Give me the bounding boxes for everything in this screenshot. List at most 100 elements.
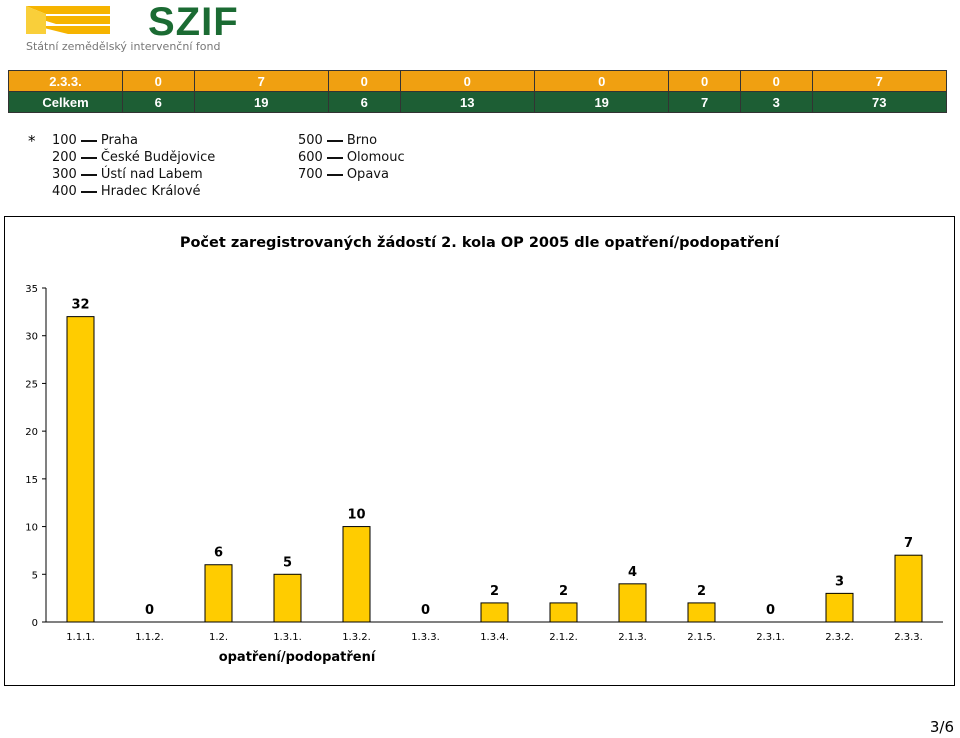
y-tick-label: 35: [25, 284, 38, 295]
x-tick-label: 1.3.1.: [273, 632, 302, 643]
x-tick-label: 2.3.3.: [894, 632, 923, 643]
legend-item: 400 Hradec Králové: [52, 183, 215, 200]
chart-title: Počet zaregistrovaných žádostí 2. kola O…: [179, 235, 780, 251]
table-cell: 0: [533, 70, 670, 92]
x-tick-label: 2.1.5.: [687, 632, 716, 643]
x-tick-label: 1.1.2.: [135, 632, 164, 643]
y-tick-label: 30: [25, 332, 38, 343]
x-tick-label: 1.3.2.: [342, 632, 371, 643]
region-code: 600: [298, 150, 323, 165]
region-code: 500: [298, 133, 323, 148]
y-tick-label: 25: [25, 379, 38, 390]
x-tick-label: 1.3.3.: [411, 632, 440, 643]
region-name: Hradec Králové: [100, 184, 201, 199]
table-cell: 13: [399, 91, 535, 113]
page-number: 3/6: [929, 718, 954, 736]
region-code: 200: [52, 150, 77, 165]
bar: [204, 564, 233, 623]
dash-icon: [326, 156, 343, 159]
x-axis-label-wrap: opatření/podopatření: [5, 650, 960, 665]
chart-container: Počet zaregistrovaných žádostí 2. kola O…: [4, 216, 955, 686]
table-row: 2.3.3. 0 7 0 0 0 0 0 7: [8, 70, 948, 92]
region-name: Opava: [346, 167, 389, 182]
data-label: 2: [490, 584, 499, 599]
x-tick-label: 2.3.1.: [756, 632, 785, 643]
bar: [549, 602, 578, 623]
row-label: Celkem: [8, 91, 123, 113]
dash-icon: [80, 190, 97, 193]
data-label: 0: [145, 603, 154, 618]
data-label: 4: [628, 565, 637, 580]
table-cell: 73: [811, 91, 948, 113]
legend-item: 700 Opava: [298, 166, 405, 183]
table-cell: 0: [668, 70, 741, 92]
y-tick-label: 15: [25, 475, 38, 486]
region-name: Olomouc: [346, 150, 405, 165]
table-cell: 7: [668, 91, 741, 113]
bar: [687, 602, 716, 623]
legend-column-2: 500 Brno 600 Olomouc 700 Opava: [298, 132, 405, 183]
y-tick-label: 5: [32, 570, 38, 581]
data-label: 10: [347, 508, 365, 523]
row-label: 2.3.3.: [8, 70, 123, 92]
legend-item: 200 České Budějovice: [52, 149, 215, 166]
table-cell: 3: [739, 91, 813, 113]
summary-table: 2.3.3. 0 7 0 0 0 0 0 7 Celkem 6 19 6 13 …: [8, 70, 948, 113]
region-code: 700: [298, 167, 323, 182]
legend-item: 100 Praha: [52, 132, 215, 149]
bar: [273, 573, 302, 623]
bar: [66, 316, 95, 623]
legend-column-1: 100 Praha 200 České Budějovice 300 Ústí nad…: [52, 132, 215, 200]
logo-stripes-icon: [26, 6, 110, 34]
bar: [825, 592, 854, 623]
data-label: 6: [214, 546, 223, 561]
bar: [894, 554, 923, 623]
logo-subtitle: Státní zemědělský intervenční fond: [26, 40, 221, 53]
bar: [342, 526, 371, 623]
data-label: 5: [283, 555, 292, 570]
region-code: 400: [52, 184, 77, 199]
region-name: České Budějovice: [100, 150, 216, 165]
legend-item: 300 Ústí nad Labem: [52, 166, 215, 183]
data-label: 32: [71, 298, 89, 313]
x-tick-label: 1.3.4.: [480, 632, 509, 643]
region-name: Praha: [100, 133, 138, 148]
data-label: 0: [766, 603, 775, 618]
logo-text: SZIF: [148, 0, 239, 44]
x-axis-label: opatření/podopatření: [218, 650, 376, 665]
table-cell: 0: [327, 70, 401, 92]
table-cell: 7: [811, 70, 948, 92]
x-tick-label: 1.2.: [209, 632, 228, 643]
legend-item: 600 Olomouc: [298, 149, 405, 166]
table-row: Celkem 6 19 6 13 19 7 3 73: [8, 91, 948, 113]
bar-chart: 05101520253035321.1.1.01.1.2.61.2.51.3.1…: [25, 284, 943, 643]
data-label: 2: [559, 584, 568, 599]
x-tick-label: 2.3.2.: [825, 632, 854, 643]
dash-icon: [80, 139, 97, 142]
legend-star: *: [28, 132, 36, 150]
data-label: 7: [904, 536, 913, 551]
table-cell: 6: [327, 91, 401, 113]
bar: [480, 602, 509, 623]
table-cell: 6: [122, 91, 195, 113]
table-cell: 19: [533, 91, 670, 113]
table-cell: 7: [193, 70, 329, 92]
region-name: Brno: [346, 133, 378, 148]
table-cell: 0: [122, 70, 195, 92]
data-label: 3: [835, 574, 844, 589]
dash-icon: [326, 139, 343, 142]
table-cell: 19: [193, 91, 329, 113]
szif-logo: SZIF Státní zemědělský intervenční fond: [26, 0, 266, 56]
region-name: Ústí nad Labem: [100, 167, 203, 182]
region-code: 100: [52, 133, 77, 148]
legend-item: 500 Brno: [298, 132, 405, 149]
dash-icon: [80, 156, 97, 159]
dash-icon: [80, 173, 97, 176]
y-tick-label: 10: [25, 523, 38, 534]
table-cell: 0: [739, 70, 813, 92]
y-tick-label: 0: [32, 618, 38, 629]
bar: [618, 583, 647, 623]
region-code: 300: [52, 167, 77, 182]
y-tick-label: 20: [25, 427, 38, 438]
dash-icon: [326, 173, 343, 176]
